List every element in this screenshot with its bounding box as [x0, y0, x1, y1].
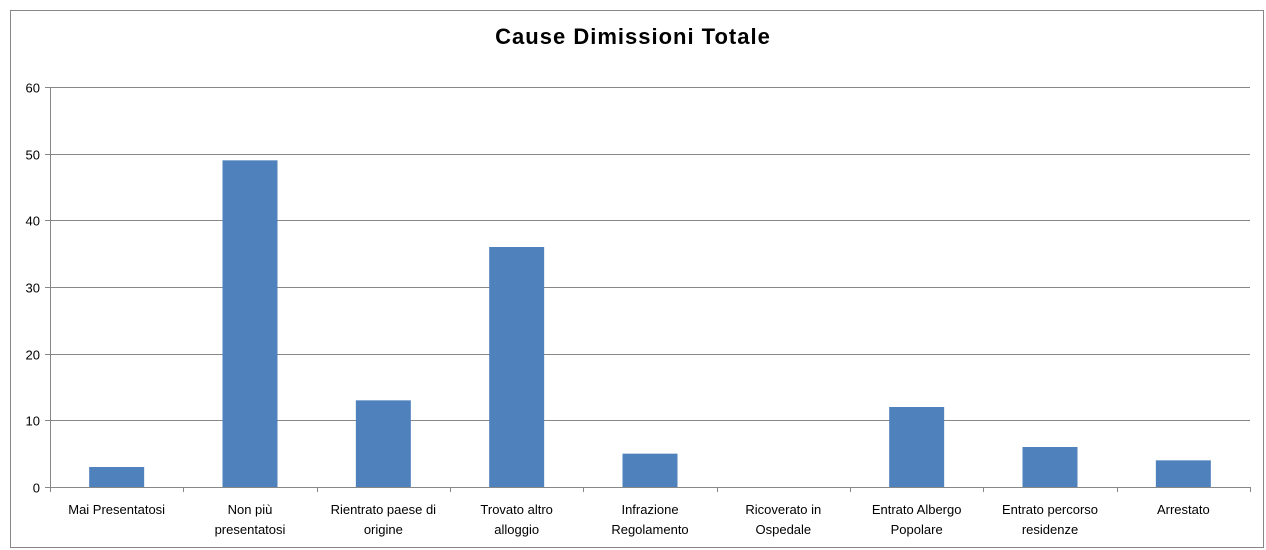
bar [1022, 447, 1078, 487]
bar [1155, 460, 1211, 487]
y-tick-label: 0 [33, 481, 40, 496]
y-tick-label: 10 [26, 414, 40, 429]
x-tick-label: Arrestato [1157, 502, 1210, 517]
y-axis-ticks: 0 10 20 30 40 50 60 [26, 81, 50, 496]
x-tick-label: Entrato percorso residenze [1002, 502, 1098, 537]
y-tick-label: 30 [26, 281, 40, 296]
y-tick-label: 60 [26, 81, 40, 96]
y-tick-label: 40 [26, 214, 40, 229]
bar [222, 160, 278, 488]
bar [89, 467, 145, 487]
x-tick-label: Non più presentatosi [215, 502, 286, 537]
x-tick-label: Trovato altro alloggio [480, 502, 553, 537]
x-tick-label: Ricoverato in Ospedale [745, 502, 821, 537]
bars [89, 160, 1211, 488]
axes [50, 87, 1251, 492]
x-tick-label: Rientrato paese di origine [331, 502, 437, 537]
bar [489, 247, 545, 487]
bar [889, 407, 945, 487]
y-tick-label: 50 [26, 148, 40, 163]
x-axis-labels: Mai Presentatosi Non più presentatosi Rient… [68, 502, 1209, 537]
x-tick-label: Mai Presentatosi [68, 502, 165, 517]
x-tick-label: Entrato Albergo Popolare [872, 502, 962, 537]
bar [622, 453, 678, 487]
x-tick-label: Infrazione Regolamento [611, 502, 688, 537]
y-tick-label: 20 [26, 348, 40, 363]
bar [355, 400, 411, 487]
chart-title: Cause Dimissioni Totale [495, 24, 771, 49]
